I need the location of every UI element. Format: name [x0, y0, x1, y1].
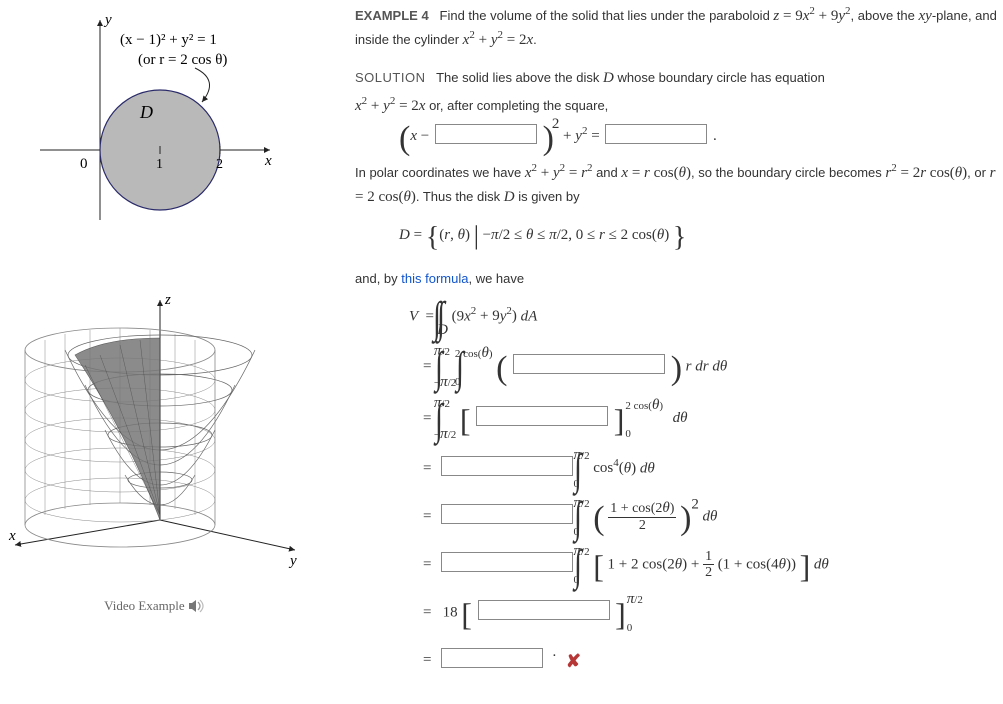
prompt-text-2: , above the [851, 8, 919, 23]
D-var-2: D [504, 189, 515, 205]
completed-square-eq: (x − )2 + y2 = . [399, 124, 1003, 151]
incorrect-icon: ✘ [566, 651, 581, 671]
blank-1[interactable] [435, 124, 537, 144]
set-definition: D = {(r, θ) | −π/2 ≤ θ ≤ π/2, 0 ≤ r ≤ 2 … [399, 215, 1003, 261]
svg-text:z: z [164, 292, 171, 308]
origin-label: 0 [80, 156, 88, 172]
video-example-label: Video Example [104, 598, 184, 613]
and-by-formula: and, by this formula, we have [355, 269, 1003, 290]
blank-2[interactable] [605, 124, 707, 144]
circle-eq: (x − 1)² + y² = 1 [120, 32, 217, 48]
y-axis-label: y [103, 12, 112, 28]
tick-2: 2 [216, 157, 223, 172]
solution-line-2: x2 + y2 = 2x or, after completing the sq… [355, 94, 1003, 118]
V-label: V [409, 308, 418, 324]
svg-text:y: y [288, 553, 297, 569]
eq-vol-5: = ∫π/20 ( 1 + cos(2θ)2 )2 dθ [423, 496, 1003, 538]
and-by: and, by [355, 271, 401, 286]
circle-eq-polar: (or r = 2 cos θ) [138, 52, 227, 68]
blank-8[interactable] [478, 600, 610, 620]
solution-line-1: SOLUTION The solid lies above the disk D… [355, 66, 1003, 90]
sq-exp: 2 [552, 116, 560, 132]
eq-vol-8: = . ✘ [423, 640, 1003, 676]
eq-vol-4: = ∫π/20 cos4(θ) dθ [423, 448, 1003, 490]
D-var: D [603, 70, 614, 86]
blank-7[interactable] [441, 552, 573, 572]
blank-3[interactable] [513, 354, 665, 374]
den-1: 2 [703, 565, 714, 580]
eq-vol-6: = ∫π/20 [ 1 + 2 cos(2θ) + 12 (1 + cos(4θ… [423, 544, 1003, 586]
period: . [533, 32, 537, 47]
eq-vol-3: = ∫π/2−π/2 [ ]2 cos(θ)0 dθ [423, 396, 1003, 442]
blank-9[interactable] [441, 648, 543, 668]
eq-vol-1: V = ∫∫ D (9x2 + 9y2) dA [409, 296, 1003, 338]
sol-text-1b: whose boundary circle has equation [614, 70, 825, 85]
eq-vol-2: = ∫π/2−π/2 ∫2 cos(θ)0 ( ) r dr dθ [423, 344, 1003, 390]
polar-so: , so the boundary circle becomes [691, 165, 885, 180]
prompt-text-1: Find the volume of the solid that lies u… [440, 8, 774, 23]
svg-text:x: x [8, 528, 16, 544]
polar-given: is given by [515, 189, 580, 204]
polar-thus: . Thus the disk [416, 189, 504, 204]
polar-and: and [596, 165, 621, 180]
blank-4[interactable] [476, 406, 608, 426]
example-prompt: EXAMPLE 4 Find the volume of the solid t… [355, 4, 1003, 52]
this-formula-link[interactable]: this formula [401, 271, 468, 286]
xy-plane: xy [918, 8, 931, 24]
3d-solid-diagram: z y x [5, 290, 305, 614]
x-axis-label: x [264, 153, 272, 169]
we-have: , we have [468, 271, 524, 286]
polar-or: , or [967, 165, 989, 180]
sol-text-1a: The solid lies above the disk [436, 70, 603, 85]
D-label: D [139, 102, 153, 122]
completing-sq-text: or, after completing the square, [429, 98, 608, 113]
tick-1: 1 [156, 157, 163, 172]
polar-text: In polar coordinates we have x2 + y2 = r… [355, 161, 1003, 209]
disk-diagram: y x 0 1 2 D (x − 1)² + y² = 1 (or r = 2 … [20, 10, 280, 230]
num-1: 1 [703, 549, 714, 565]
blank-6[interactable] [441, 504, 573, 524]
video-example-link[interactable]: Video Example [5, 598, 305, 614]
eighteen: 18 [443, 604, 458, 620]
blank-5[interactable] [441, 456, 573, 476]
example-label: EXAMPLE 4 [355, 8, 429, 23]
solution-label: SOLUTION [355, 70, 425, 85]
speaker-icon [188, 599, 206, 613]
polar-1: In polar coordinates we have [355, 165, 525, 180]
eq-vol-7: = 18 [ ]π/20 [423, 592, 1003, 634]
